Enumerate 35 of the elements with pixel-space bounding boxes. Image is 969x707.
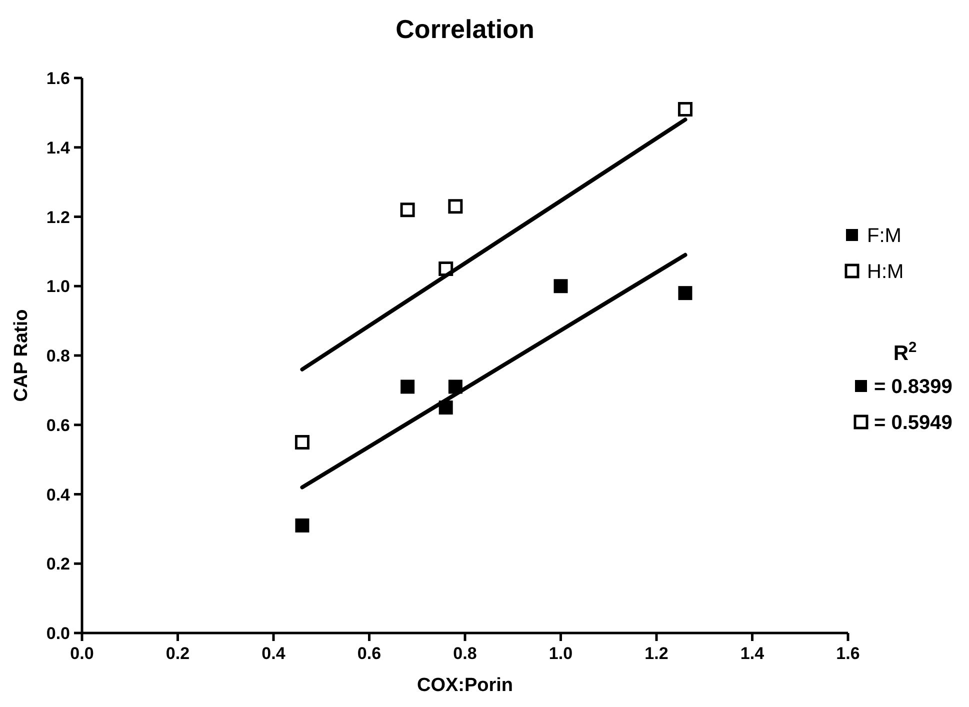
point xyxy=(678,102,692,116)
point xyxy=(295,518,310,532)
x-tick-label: 1.2 xyxy=(644,644,668,663)
point xyxy=(400,380,415,394)
y-tick-label: 0.4 xyxy=(46,485,71,504)
text: 1.0 xyxy=(548,644,573,663)
y-tick-label: 0.6 xyxy=(46,416,70,435)
y-tick-label: 1.4 xyxy=(46,138,71,158)
text: R$^{2}$ xyxy=(893,340,917,365)
text: 1.0 xyxy=(46,277,70,296)
text: 0.0 xyxy=(46,624,70,643)
legend-label: F:M xyxy=(867,225,902,247)
text: = 0.8399 xyxy=(874,376,952,398)
point xyxy=(294,434,310,450)
chart-title: Correlation xyxy=(396,14,534,44)
y-tick-label: 0.8 xyxy=(46,346,70,366)
legend-label: H:M xyxy=(867,261,904,283)
point xyxy=(400,202,415,218)
x-tick-label: 1.6 xyxy=(836,644,860,663)
point xyxy=(438,262,454,276)
x-tick-label: 0.8 xyxy=(453,644,477,663)
y-tick-label: 1.2 xyxy=(46,208,70,227)
x-tick-label: 0.4 xyxy=(262,644,286,663)
text: 0.0 xyxy=(70,644,94,663)
x-axis-title: COX:Porin xyxy=(416,675,514,696)
x-tick-label: 0.6 xyxy=(357,644,382,663)
y-tick-label: 0.2 xyxy=(46,554,70,574)
point xyxy=(678,286,692,300)
y-axis-title: CAP Ratio xyxy=(11,309,32,402)
point xyxy=(448,199,463,214)
x-tick-label: 1.4 xyxy=(740,644,765,663)
y-tick-label: 1.6 xyxy=(46,69,70,88)
x-tick-label: 0.2 xyxy=(166,644,190,663)
point xyxy=(554,279,568,294)
text: = 0.5949 xyxy=(874,412,952,434)
